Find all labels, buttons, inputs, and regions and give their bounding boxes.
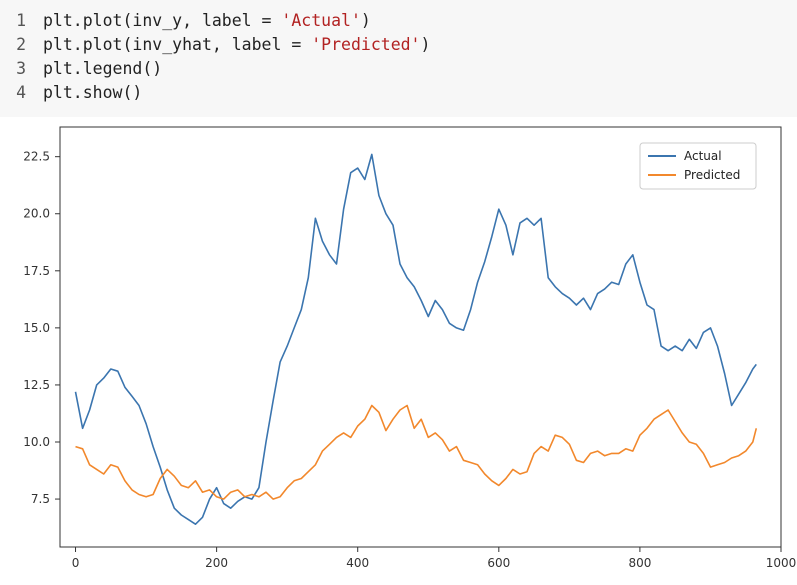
line-number: 1 <box>16 11 26 30</box>
plot-border <box>59 126 782 548</box>
code-string: 'Actual' <box>281 11 361 30</box>
x-tick-label: 400 <box>346 556 369 570</box>
code-string: 'Predicted' <box>311 35 421 54</box>
x-tick-label: 800 <box>628 556 651 570</box>
line-number: 2 <box>16 35 26 54</box>
x-tick-label: 1000 <box>766 556 797 570</box>
code-text: plt.plot(inv_yhat, label = <box>43 35 312 54</box>
code-line: 2 plt.plot(inv_yhat, label = 'Predicted') <box>0 35 430 59</box>
code-cell[interactable]: 1 plt.plot(inv_y, label = 'Actual') 2 plt.p… <box>0 0 797 117</box>
code-text: plt.legend() <box>43 59 163 78</box>
output-area: 0 200 400 600 800 1000 7.5 10.0 12.5 15.0 17.5 20.… <box>0 117 797 585</box>
chart-lines <box>74 153 758 526</box>
x-tick-label: 600 <box>487 556 510 570</box>
code-text: ) <box>420 35 431 54</box>
code-text: plt.plot(inv_y, label = <box>43 11 282 30</box>
y-tick-label: 20.0 <box>23 207 50 221</box>
x-axis: 0 200 400 600 800 1000 <box>72 547 797 570</box>
y-tick-label: 22.5 <box>23 150 50 164</box>
line-chart: 0 200 400 600 800 1000 7.5 10.0 12.5 15.0 17.5 20.… <box>23 126 797 570</box>
x-tick-label: 0 <box>72 556 80 570</box>
series-line-actual <box>74 153 757 526</box>
chart-legend: Actual Predicted <box>639 142 757 190</box>
plot-frame <box>59 126 782 548</box>
code-line: 1 plt.plot(inv_y, label = 'Actual') <box>0 11 371 35</box>
code-line: 4 plt.show() <box>0 83 142 107</box>
line-number: 4 <box>16 83 26 102</box>
x-tick-label: 200 <box>205 556 228 570</box>
series-line-predicted <box>75 404 758 500</box>
y-tick-label: 12.5 <box>23 378 50 392</box>
line-number: 3 <box>16 59 26 78</box>
y-tick-label: 17.5 <box>23 264 50 278</box>
y-axis: 7.5 10.0 12.5 15.0 17.5 20.0 22.5 <box>23 150 60 506</box>
y-tick-label: 7.5 <box>31 492 50 506</box>
code-text: plt.show() <box>43 83 143 102</box>
code-text: ) <box>360 11 371 30</box>
y-tick-label: 15.0 <box>23 321 50 335</box>
legend-label: Predicted <box>684 168 740 182</box>
legend-label: Actual <box>684 149 722 163</box>
code-line: 3 plt.legend() <box>0 59 162 83</box>
y-tick-label: 10.0 <box>23 435 50 449</box>
legend-box <box>639 142 757 190</box>
